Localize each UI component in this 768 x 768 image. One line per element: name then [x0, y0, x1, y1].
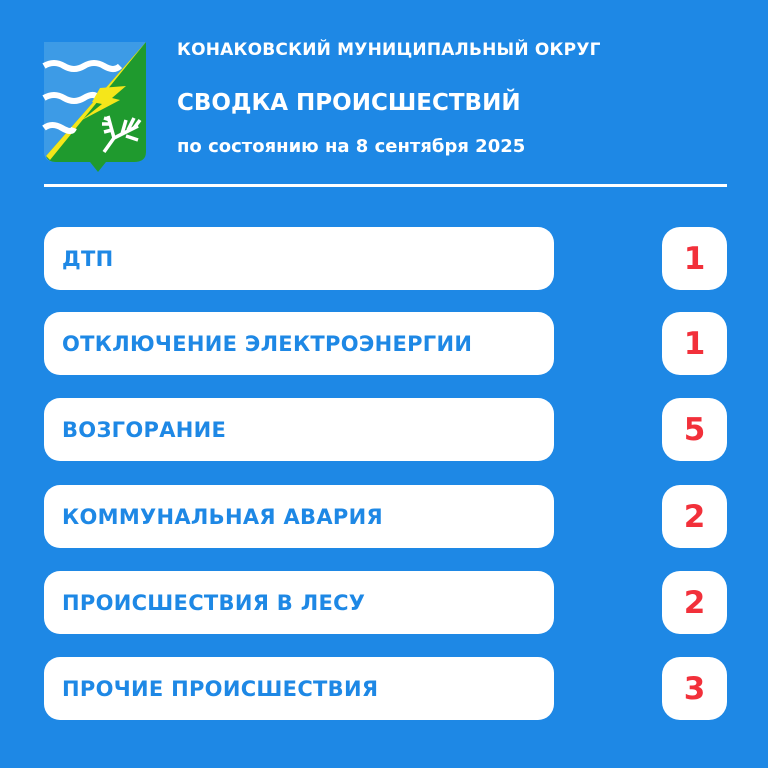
- incident-label: ПРОЧИЕ ПРОИСШЕСТВИЯ: [44, 657, 554, 720]
- incident-count: 5: [662, 398, 727, 461]
- organization-name: КОНАКОВСКИЙ МУНИЦИПАЛЬНЫЙ ОКРУГ: [177, 40, 601, 60]
- incident-row: КОММУНАЛЬНАЯ АВАРИЯ 2: [44, 485, 727, 548]
- page-title: СВОДКА ПРОИСШЕСТВИЙ: [177, 90, 521, 116]
- incident-row: ВОЗГОРАНИЕ 5: [44, 398, 727, 461]
- incident-row: ПРОЧИЕ ПРОИСШЕСТВИЯ 3: [44, 657, 727, 720]
- incident-row: ПРОИСШЕСТВИЯ В ЛЕСУ 2: [44, 571, 727, 634]
- incident-row: ДТП 1: [44, 227, 727, 290]
- page-subtitle: по состоянию на 8 сентября 2025: [177, 136, 526, 157]
- incident-label: ДТП: [44, 227, 554, 290]
- divider: [44, 184, 727, 187]
- incident-label: КОММУНАЛЬНАЯ АВАРИЯ: [44, 485, 554, 548]
- coat-of-arms-icon: [42, 42, 146, 172]
- incident-label: ПРОИСШЕСТВИЯ В ЛЕСУ: [44, 571, 554, 634]
- incident-row: ОТКЛЮЧЕНИЕ ЭЛЕКТРОЭНЕРГИИ 1: [44, 312, 727, 375]
- incident-count: 1: [662, 312, 727, 375]
- incident-label: ВОЗГОРАНИЕ: [44, 398, 554, 461]
- incident-count: 2: [662, 571, 727, 634]
- incident-count: 1: [662, 227, 727, 290]
- incident-count: 2: [662, 485, 727, 548]
- incident-label: ОТКЛЮЧЕНИЕ ЭЛЕКТРОЭНЕРГИИ: [44, 312, 554, 375]
- incident-count: 3: [662, 657, 727, 720]
